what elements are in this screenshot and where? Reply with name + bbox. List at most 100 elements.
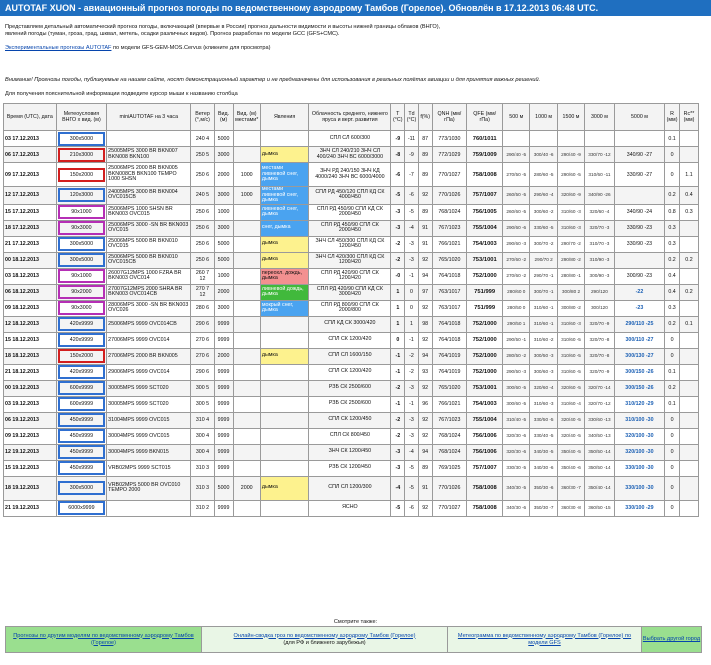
phenomena-cell: снег, дымка	[259, 219, 310, 237]
qfe: 751/999	[474, 289, 496, 296]
footer-link-storms-label[interactable]: Онлайн-сводка гроз по ведомственному аэр…	[233, 632, 416, 639]
temperature: -3	[395, 225, 401, 232]
precip-cell: 0.2	[664, 251, 680, 269]
wind-m3000: 320/70 -12	[588, 401, 611, 407]
precipitation-convective: 1.1	[685, 171, 693, 178]
column-header[interactable]: T (°С)	[390, 103, 406, 131]
column-header[interactable]: 1000 м	[529, 103, 558, 131]
precip-cell: 0	[664, 499, 680, 517]
date: 18.12.2013	[12, 321, 39, 328]
mini-autotaf: 28006MPS 3000 -SN BR BKN003 OVC026	[108, 301, 189, 314]
temperature: -1	[395, 369, 401, 376]
visibility: 9999	[217, 449, 230, 456]
cloud-cell: СПЛ СК 1200/420	[308, 363, 392, 381]
footer-link-meteogram-label[interactable]: Метеограмма по ведомственному аэродрому …	[457, 632, 632, 646]
column-header[interactable]: 500 м	[502, 103, 531, 131]
column-header[interactable]: R (мм)	[664, 103, 680, 131]
footer-link-meteogram[interactable]: Метеограмма по ведомственному аэродрому …	[447, 626, 642, 653]
conditions-value: 600x9999	[69, 385, 94, 392]
conditions-box: 420x9999	[57, 317, 106, 332]
temperature-cell: -6	[390, 162, 406, 187]
qfe: 757/1007	[472, 465, 497, 472]
column-header[interactable]: Rc** (мм)	[678, 103, 700, 131]
column-header[interactable]: Вид. (м) местами*	[232, 103, 261, 131]
column-header[interactable]: Облачность среднего, нижнего яруса и вер…	[308, 103, 392, 131]
wind-m500-cell: 270/50 -5	[502, 162, 531, 187]
footer-link-other-models-label[interactable]: Прогнозы по другим моделям по ведомствен…	[13, 632, 194, 646]
visibility-local-cell: 2000	[232, 475, 261, 501]
qfe: 752/1000	[472, 369, 497, 376]
precipitation: 0	[670, 433, 674, 440]
wind-m1000-cell: 310/60 -2	[529, 331, 558, 349]
mini-autotaf: 27006MPS 9999 OVC014	[108, 336, 170, 343]
column-header[interactable]: f(%)	[417, 103, 433, 131]
wind-direction: 270	[195, 337, 205, 344]
wind-m1000-cell: 290/70 -1	[529, 267, 558, 285]
column-header[interactable]: Явления	[259, 103, 310, 131]
footer-link-choose-city[interactable]: Выбрать другой город	[641, 626, 702, 653]
precipitation: 0	[670, 485, 674, 492]
temperature: -3	[395, 209, 401, 216]
phenomena-cell: дымка	[259, 235, 310, 253]
wind-m1500-cell: 320/60 -9	[556, 186, 586, 205]
humidity: 97	[422, 289, 429, 296]
column-header[interactable]: 1500 м	[556, 103, 586, 131]
conditions-cell: 600x9999	[55, 395, 108, 413]
time-date-cell: 18 19.12.2013	[3, 475, 57, 501]
dewpoint: -6	[409, 505, 414, 512]
visibility: 9999	[217, 417, 230, 424]
wind-m1500: 290/40 -9	[561, 151, 581, 157]
temperature-cell: -1	[390, 347, 406, 365]
experimental-link[interactable]: Экспериментальные прогнозы AUTOTAF	[5, 45, 112, 51]
temperature-cell: -2	[390, 427, 406, 445]
wind-m1000-cell: 290/70 2	[529, 251, 558, 269]
table-row: 09 19.12.2013 450x9999 30004MPS 9999 OVC01…	[3, 427, 700, 445]
wind-direction: 290	[195, 369, 205, 376]
mini-autotaf-cell: VRB02MPS 5000 BR OVC010 TEMPO 2000	[106, 475, 192, 501]
wind-m5000-cell: 300/130 -27	[613, 347, 666, 365]
visibility-cell: 9999	[213, 499, 234, 517]
wind-speed: 4	[206, 135, 210, 142]
column-header[interactable]: 3000 м	[584, 103, 615, 131]
column-header[interactable]: miniAUTOTAF на 3 часа	[106, 103, 192, 131]
hour: 12	[5, 192, 11, 199]
wind-cell: 300 4	[190, 427, 215, 445]
phenomena: мокрый снег, дымка	[261, 301, 294, 314]
wind-m1500-cell: 290/70 -2	[556, 235, 586, 253]
column-header[interactable]: 5000 м	[613, 103, 666, 131]
wind-speed: 3	[206, 485, 210, 492]
clouds: СПЛ СЛ 1200/300	[328, 484, 372, 491]
precip-conv-cell	[678, 499, 700, 517]
time-date-cell: 18 17.12.2013	[3, 219, 57, 237]
temperature-cell: -2	[390, 379, 406, 397]
wind-m1500: 310/60 -4	[561, 401, 581, 407]
column-header[interactable]: Ветер (°,м/с)	[190, 103, 215, 131]
visibility-cell: 2000	[213, 283, 234, 301]
phenomena: дымка	[261, 484, 278, 491]
dewpoint: -4	[409, 449, 414, 456]
visibility-local-cell	[232, 331, 261, 349]
humidity: 89	[422, 151, 429, 158]
footer-link-storms[interactable]: Онлайн-сводка гроз по ведомственному аэр…	[201, 626, 448, 653]
wind-m1000-cell: 340/30 -6	[529, 459, 558, 477]
wind-m1500-cell: 290/80 -2	[556, 251, 586, 269]
precip-conv-cell	[678, 443, 700, 461]
column-header[interactable]: Td (°С)	[404, 103, 419, 131]
column-header[interactable]: QFE (мм/гПа)	[466, 103, 504, 131]
precip-conv-cell	[678, 267, 700, 285]
wind-m3000: 300/90 -3	[589, 273, 610, 279]
column-header[interactable]: Вид. (м)	[213, 103, 234, 131]
precip-conv-cell	[678, 427, 700, 445]
column-header[interactable]: Время (UTC), дата	[3, 103, 57, 131]
clouds: ЗНЧ СЛ 240/210 ЗНЧ СЛ 400/240 ЗНЧ ВС 600…	[316, 147, 384, 160]
column-header[interactable]: Метеоусловия ВНГО x вид. (м)	[55, 103, 108, 131]
phenomena: местами ливневой снег, дымка	[261, 186, 299, 204]
column-header[interactable]: QNH (мм/гПа)	[431, 103, 468, 131]
hour: 06	[5, 417, 11, 424]
humidity-cell: 89	[417, 162, 433, 187]
wind-m5000-cell: 290/110 -25	[613, 315, 666, 333]
footer-link-choose-city-label[interactable]: Выбрать другой город	[642, 636, 701, 642]
qnh-cell: 768/1024	[431, 443, 468, 461]
cloud-cell: ЗНЧ РД 240/150 ЗНЧ КД 4000/240 ЗНЧ ВС 60…	[308, 162, 392, 187]
footer-link-other-models[interactable]: Прогнозы по другим моделям по ведомствен…	[5, 626, 202, 653]
